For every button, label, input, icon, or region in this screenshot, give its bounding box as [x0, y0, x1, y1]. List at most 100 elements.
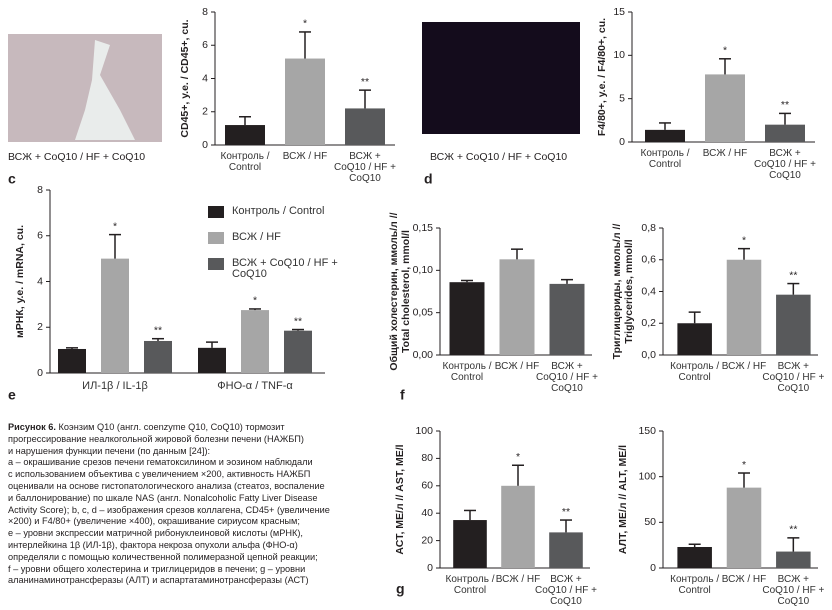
- y-axis-label: CD45+, у.е. / CD45+, cu.: [179, 19, 191, 137]
- bar: [453, 520, 487, 568]
- panel-letter: c: [8, 171, 16, 187]
- bar: [284, 330, 312, 373]
- caption-line: с использованием объектива с увеличением…: [8, 469, 311, 480]
- bar: [241, 310, 269, 373]
- annotation: **: [294, 315, 302, 327]
- y-tick-label: 0,8: [641, 222, 656, 234]
- bar: [549, 532, 583, 568]
- x-tick-label: ИЛ-1β / IL-1β: [82, 380, 148, 392]
- y-tick-label: 2: [202, 106, 208, 118]
- caption-line: а – окрашивание срезов печени гематоксил…: [8, 457, 313, 468]
- x-tick-label: ВСЖ + CoQ10 / HF + CoQ10: [762, 574, 825, 607]
- bar: [677, 323, 712, 355]
- y-tick-label: 80: [421, 452, 433, 464]
- x-tick-label: Контроль / Control: [442, 361, 492, 383]
- y-tick-label: 40: [421, 507, 433, 519]
- y-tick-label: 6: [202, 39, 208, 51]
- y-tick-label: 150: [638, 425, 656, 437]
- bar: [345, 108, 385, 145]
- y-tick-label: 100: [415, 425, 433, 437]
- caption-line: интерлейкина 1β (ИЛ-1β), фактора некроза…: [8, 539, 298, 550]
- y-axis-label: Triglycerides, mmol/l: [623, 239, 635, 344]
- bar: [198, 347, 226, 373]
- x-tick-label: Контроль / Control: [670, 361, 720, 383]
- x-tick-label: ВСЖ + CoQ10 / HF + CoQ10: [762, 361, 825, 394]
- x-tick-label: ВСЖ / HF: [282, 151, 328, 162]
- y-axis-label: АСТ, МЕ/л // AST, МЕ/l: [394, 444, 406, 554]
- panel-letter: d: [424, 171, 433, 187]
- bar: [285, 58, 325, 145]
- y-tick-label: 0,6: [641, 254, 656, 266]
- x-tick-label: ВСЖ + CoQ10 / HF + CoQ10: [535, 574, 597, 607]
- annotation: *: [742, 234, 746, 246]
- bar: [765, 124, 805, 142]
- x-tick-label: ВСЖ + CoQ10 / HF + CoQ10: [334, 151, 396, 184]
- y-tick-label: 20: [421, 534, 433, 546]
- y-tick-label: 0: [202, 139, 208, 151]
- image-caption: ВСЖ + CoQ10 / HF + CoQ10: [430, 151, 567, 163]
- y-tick-label: 0: [650, 562, 656, 574]
- annotation: **: [781, 99, 789, 111]
- caption-line: ×200) и F4/80+ (увеличение ×400), окраши…: [8, 516, 300, 527]
- bar: [726, 487, 762, 568]
- bar: [726, 259, 762, 355]
- y-axis-label: АЛТ, МЕ/л // ALT, МЕ/l: [617, 445, 629, 554]
- x-tick-label: ВСЖ / HF: [495, 574, 541, 585]
- y-tick-label: 2: [37, 321, 43, 333]
- image-caption: ВСЖ + CoQ10 / HF + CoQ10: [8, 151, 145, 163]
- annotation: **: [361, 76, 369, 88]
- x-tick-label: Контроль / Control: [445, 574, 495, 596]
- bar: [645, 129, 685, 142]
- bar: [144, 340, 172, 373]
- y-tick-label: 15: [613, 6, 625, 18]
- annotation: *: [742, 459, 746, 471]
- legend-swatch: [208, 258, 224, 270]
- bar: [225, 125, 265, 145]
- x-tick-label: ВСЖ / HF: [721, 574, 767, 585]
- y-axis-label: Total cholesterol, mmol/l: [400, 230, 412, 353]
- bar: [101, 258, 129, 373]
- caption-line: и баллонирование) по шкале NAS (англ. No…: [8, 492, 318, 503]
- bar: [501, 485, 535, 568]
- bar: [449, 282, 485, 355]
- bar: [58, 348, 86, 373]
- y-tick-label: 0,05: [413, 306, 434, 318]
- y-tick-label: 0: [619, 136, 625, 148]
- y-tick-label: 10: [613, 49, 625, 61]
- legend-label: ВСЖ + CoQ10 / HF + CoQ10: [232, 257, 338, 280]
- x-tick-label: ВСЖ / HF: [721, 361, 767, 372]
- y-axis-label: мРНК, у.е. / mRNA, cu.: [14, 225, 26, 338]
- y-tick-label: 0,4: [641, 285, 656, 297]
- y-tick-label: 4: [202, 72, 208, 84]
- bar: [776, 551, 811, 568]
- y-axis-label: Триглицериды, ммоль/л //: [611, 224, 623, 360]
- y-tick-label: 8: [37, 184, 43, 196]
- bar: [549, 283, 585, 355]
- y-axis-label: Общий холестерин, ммоль/л //: [388, 212, 400, 370]
- figure-caption: Рисунок 6. Коэнзим Q10 (англ. coenzyme Q…: [8, 422, 388, 587]
- x-tick-label: ФНО-α / TNF-α: [217, 380, 293, 392]
- y-tick-label: 4: [37, 275, 43, 287]
- y-tick-label: 8: [202, 6, 208, 18]
- y-tick-label: 0: [427, 562, 433, 574]
- histology-vessel: [75, 40, 135, 140]
- panel-letter: f: [400, 387, 405, 403]
- annotation: *: [723, 45, 727, 57]
- y-tick-label: 0,2: [641, 317, 656, 329]
- legend-swatch: [208, 206, 224, 218]
- x-tick-label: ВСЖ / HF: [494, 361, 540, 372]
- legend-label: Контроль / Control: [232, 205, 325, 217]
- annotation: **: [562, 506, 570, 518]
- caption-line: Рисунок 6. Коэнзим Q10 (англ. coenzyme Q…: [8, 422, 388, 434]
- annotation: **: [789, 524, 797, 536]
- caption-label: Рисунок 6.: [8, 422, 56, 432]
- bar: [776, 294, 811, 355]
- bar: [499, 259, 535, 355]
- legend-label: ВСЖ / HF: [232, 231, 281, 243]
- annotation: **: [789, 269, 797, 281]
- panel-letter: g: [396, 581, 405, 597]
- caption-line: Activity Score); b, c, d – изображения с…: [8, 504, 330, 515]
- caption-line: е – уровни экспрессии матричной рибонукл…: [8, 528, 303, 539]
- x-tick-label: Контроль / Control: [670, 574, 720, 596]
